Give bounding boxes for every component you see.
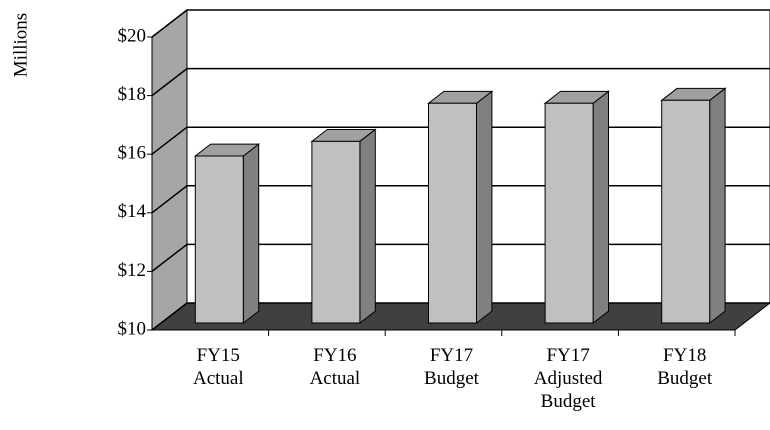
bar: [310, 128, 377, 324]
bar-side: [359, 128, 376, 324]
y-tick-label: $20: [118, 25, 147, 46]
label-line: Actual: [310, 368, 361, 389]
bar-front: [428, 102, 477, 324]
bar-front: [194, 155, 244, 324]
label-line: FY18: [663, 345, 706, 366]
label-line: Budget: [657, 368, 713, 389]
bar-front: [311, 140, 361, 324]
bar-side: [709, 87, 726, 324]
bar: [193, 143, 261, 324]
side-wall: [151, 8, 188, 332]
y-tick-label: $14: [118, 201, 147, 222]
label-line: FY16: [313, 345, 356, 366]
bar-front: [661, 99, 711, 324]
bar-front: [544, 102, 594, 324]
x-tick-label: FY17 Adjusted Budget: [534, 345, 603, 412]
bar-side: [242, 143, 260, 324]
grid-line: [151, 9, 770, 38]
y-tick-label: $18: [118, 84, 147, 105]
bar-side: [476, 90, 493, 324]
x-tick-label: FY17 Budget: [424, 345, 480, 389]
label-line: FY15: [197, 345, 240, 366]
label-line: Budget: [424, 368, 480, 389]
bar: [427, 90, 494, 324]
bar: [543, 90, 610, 324]
x-tick-label: FY15 Actual: [193, 345, 244, 389]
bar: [660, 87, 727, 324]
y-tick-label: $12: [118, 260, 147, 281]
bar-side: [592, 90, 609, 324]
y-tick-label: $16: [118, 143, 147, 164]
label-line: FY17: [430, 345, 473, 366]
x-tick-label: FY16 Actual: [310, 345, 361, 389]
x-tick-label: FY18 Budget: [657, 345, 713, 389]
label-line: Actual: [193, 368, 244, 389]
y-tick-label: $10: [118, 318, 147, 339]
label-line: Adjusted: [534, 368, 603, 389]
y-axis-label: Millions: [10, 13, 31, 77]
label-line: Budget: [541, 391, 597, 412]
label-line: FY17: [546, 345, 589, 366]
grid-line: [151, 67, 770, 97]
